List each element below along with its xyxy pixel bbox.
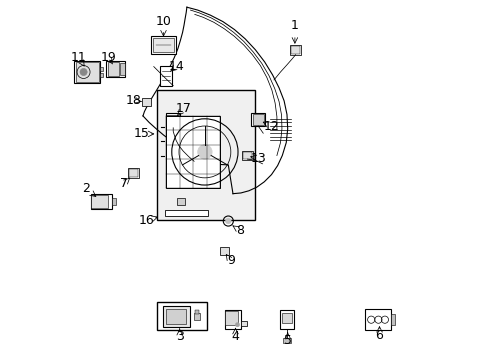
Bar [151,36,175,54]
Bar [390,315,394,325]
Text: 10: 10 [155,15,171,28]
Bar [152,38,174,52]
Bar [142,98,151,106]
Text: 8: 8 [235,224,244,237]
Text: 16: 16 [139,214,154,227]
Text: 5: 5 [283,334,291,347]
Bar [76,62,99,82]
Text: 19: 19 [101,51,116,64]
Bar [194,310,199,314]
Bar [100,67,103,71]
Bar [164,210,207,216]
Bar [91,194,111,209]
Bar [162,306,189,327]
Text: 2: 2 [82,183,90,195]
Bar [224,310,241,329]
Text: 9: 9 [226,255,234,267]
Bar [112,198,115,205]
Bar [240,321,246,326]
Circle shape [80,68,87,76]
Bar [165,309,186,324]
Bar [108,62,119,76]
Circle shape [197,145,212,159]
Circle shape [225,218,231,224]
Bar [289,45,301,55]
Bar [281,313,292,323]
Bar [106,61,125,77]
Text: 13: 13 [250,152,266,165]
Bar [177,198,184,205]
Bar [100,73,103,77]
Bar [225,311,237,325]
Bar [166,113,180,128]
Text: 3: 3 [175,330,183,343]
Bar [251,113,264,126]
Bar [157,302,206,330]
Bar [120,63,124,75]
Bar [252,114,263,125]
Bar [280,310,293,329]
Text: 11: 11 [71,51,86,64]
Text: 17: 17 [175,102,191,115]
Text: 6: 6 [375,329,383,342]
Text: 12: 12 [263,120,279,132]
Text: 15: 15 [133,127,149,140]
Bar [91,195,108,208]
Text: 4: 4 [231,330,239,343]
Bar [157,90,255,220]
Bar [166,116,220,188]
Bar [167,115,179,126]
Text: 18: 18 [125,94,141,107]
Bar [364,309,390,330]
Bar [242,151,252,160]
Text: 14: 14 [168,60,183,73]
Text: 7: 7 [120,177,128,190]
Text: 1: 1 [290,19,298,32]
Bar [74,61,100,83]
Bar [291,46,299,54]
Bar [127,168,139,178]
Bar [220,247,229,255]
Circle shape [235,323,239,327]
Bar [193,313,200,320]
Bar [129,169,138,177]
Bar [243,152,251,159]
Bar [160,66,171,85]
Bar [283,338,290,343]
